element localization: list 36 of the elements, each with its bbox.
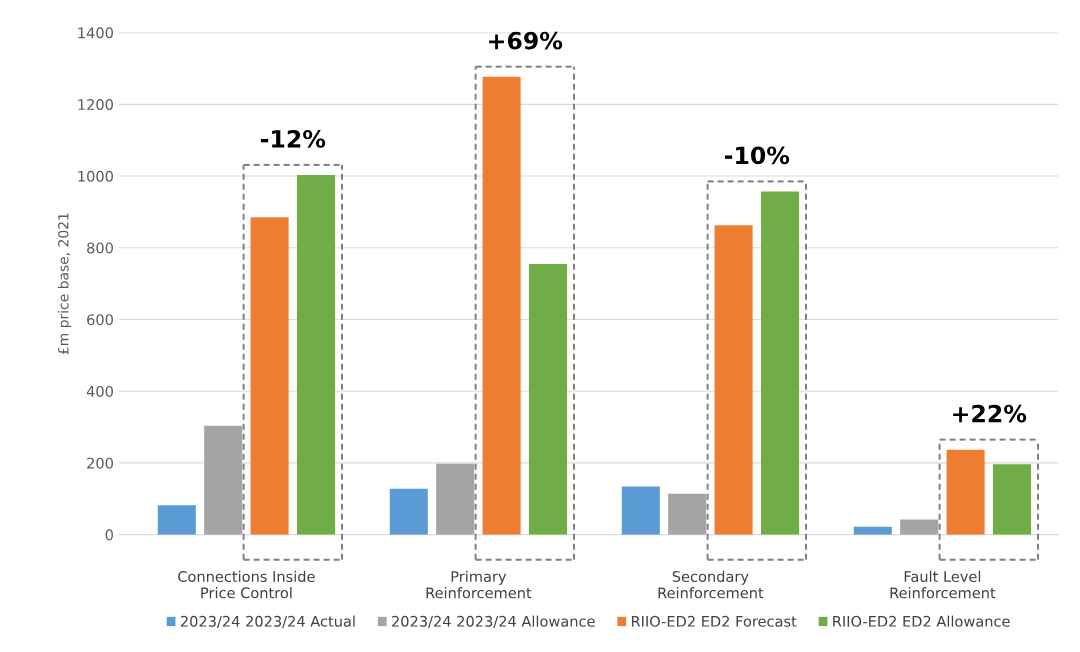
x-tick-label: Primary Reinforcement — [426, 570, 532, 599]
y-tick-label: 1000 — [78, 170, 113, 182]
y-tick-label: 0 — [105, 529, 113, 541]
legend-label: 2023/24 2023/24 Actual — [180, 615, 355, 628]
y-tick-label: 800 — [87, 242, 113, 254]
y-tick-label: 1200 — [78, 99, 113, 111]
bar — [482, 76, 521, 535]
annotation: +69% — [489, 31, 563, 50]
bar — [992, 464, 1032, 535]
bar — [760, 191, 800, 535]
annotation: -12% — [260, 129, 326, 148]
bar — [946, 449, 985, 535]
y-tick-label: 1400 — [78, 27, 113, 39]
bar — [714, 225, 753, 535]
bar — [900, 519, 939, 535]
annotation: -10% — [724, 146, 790, 165]
x-tick-label: Fault Level Reinforcement — [890, 570, 996, 599]
bar — [528, 263, 568, 535]
x-tick-label: Secondary Reinforcement — [658, 570, 764, 599]
bar — [204, 425, 243, 535]
bar — [157, 505, 196, 535]
annotation: +22% — [953, 404, 1027, 423]
bar — [668, 493, 707, 535]
bar — [296, 174, 336, 535]
bar — [389, 488, 428, 535]
y-tick-label: 400 — [86, 385, 113, 397]
y-tick-label: 200 — [87, 457, 113, 469]
y-axis-title: £m price base, 2021 — [57, 213, 72, 355]
bar — [621, 486, 660, 535]
y-tick-label: 600 — [87, 314, 113, 326]
legend-label: RIIO-ED2 ED2 Forecast — [631, 615, 797, 627]
bar — [436, 463, 475, 535]
x-tick-label: Connections Inside Price Control — [178, 570, 315, 599]
bar — [250, 217, 289, 535]
legend-label: 2023/24 2023/24 Allowance — [392, 615, 595, 628]
legend-label: RIIO-ED2 ED2 Allowance — [833, 615, 1010, 627]
